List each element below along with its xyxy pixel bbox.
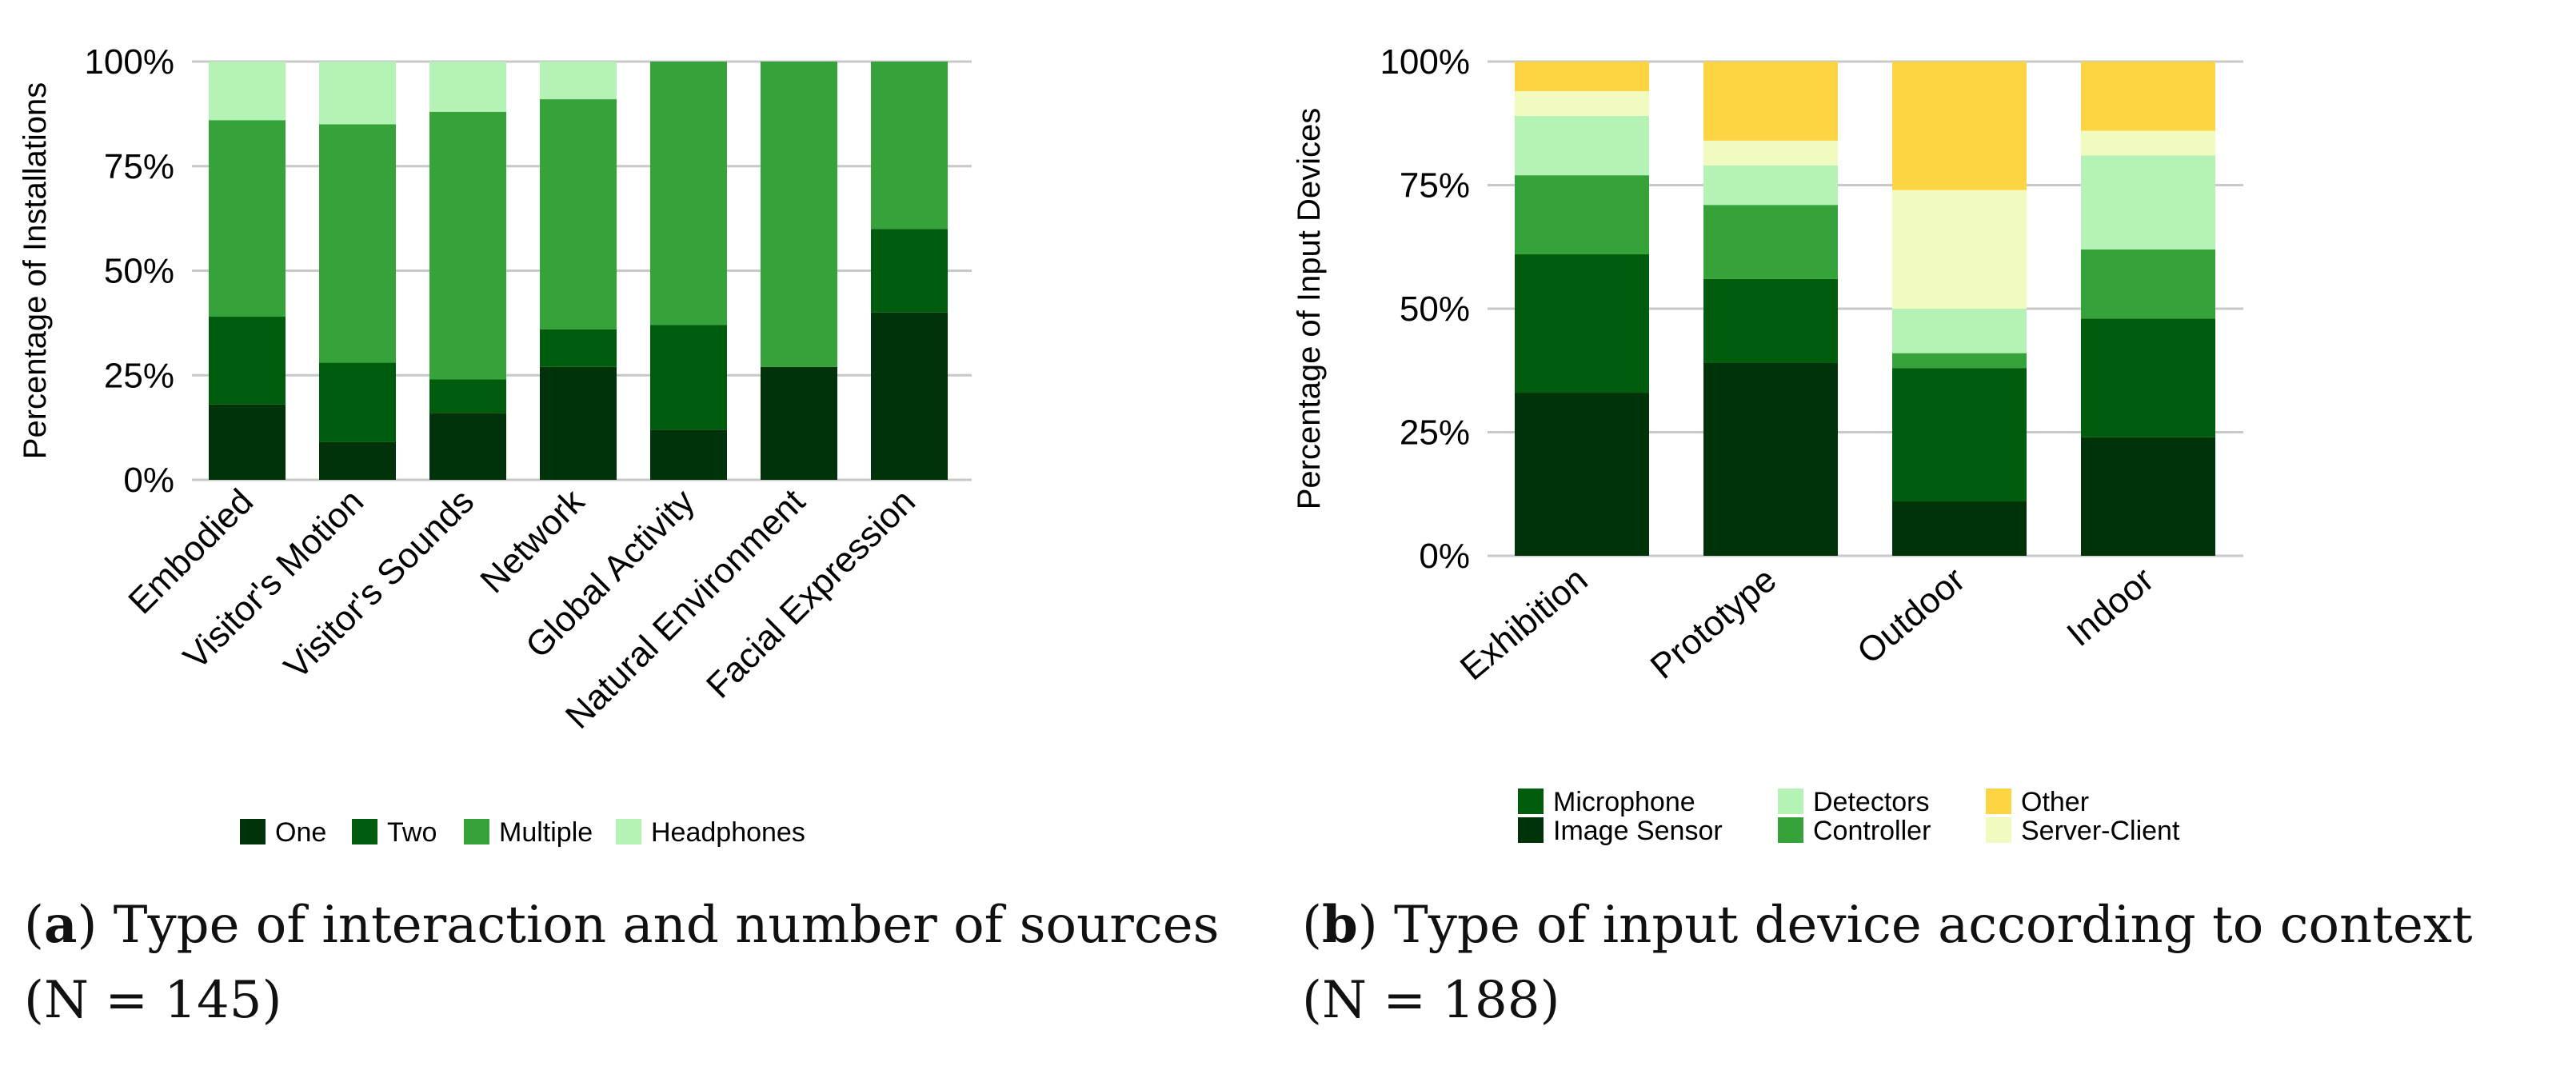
caption-b-text: Type of input device according to contex… [1394, 896, 2473, 955]
chart-a-bar-two-embodied [209, 317, 286, 405]
chart-b-bar-server-client-outdoor [1892, 190, 2027, 309]
caption-b-line2: (N = 188) [1302, 971, 1560, 1030]
chart-b-bar-image-sensor-outdoor [1892, 501, 2027, 556]
chart-a-y-tick-label: 50% [104, 252, 174, 291]
chart-b-x-tick-label: Prototype [1643, 560, 1784, 687]
chart-b-bar-server-client-indoor [2081, 130, 2215, 156]
chart-b-legend-swatch-detectors [1778, 789, 1803, 814]
chart-a-bar-one-facial-expression [871, 312, 948, 480]
chart-a-y-tick-label: 25% [104, 356, 174, 395]
chart-a-legend-label-one: One [275, 817, 326, 848]
chart-a-bar-multiple-embodied [209, 120, 286, 317]
chart-b-bar-detectors-indoor [2081, 155, 2215, 250]
chart-b-bar-image-sensor-indoor [2081, 437, 2215, 556]
chart-b-y-tick-label: 100% [1380, 42, 1470, 82]
chart-b-legend-swatch-image-sensor [1518, 817, 1544, 843]
chart-b-legend-swatch-other [1986, 789, 2011, 814]
chart-b-y-axis-label: Percentage of Input Devices [1292, 108, 1327, 510]
chart-b-y-tick-label: 75% [1400, 166, 1470, 206]
chart-b-y-tick-label: 25% [1400, 413, 1470, 453]
chart-b-legend-label-controller: Controller [1813, 816, 1931, 846]
chart-a-x-tick-label: Facial Expression [699, 481, 923, 705]
chart-a-bar-headphones-visitor-s-motion [319, 62, 396, 125]
chart-a-legend-swatch-one [240, 819, 266, 844]
chart-b-bar-other-indoor [2081, 62, 2215, 131]
caption-a: (a) Type of interaction and number of so… [24, 888, 1219, 1038]
chart-a-bar-two-visitor-s-motion [319, 362, 396, 442]
chart-a-y-tick-label: 75% [104, 147, 174, 186]
chart-b-bar-server-client-prototype [1703, 140, 1838, 166]
chart-a-bar-headphones-network [540, 62, 617, 100]
chart-a-bar-multiple-global-activity [650, 62, 727, 325]
chart-b-legend-label-image-sensor: Image Sensor [1553, 816, 1723, 846]
chart-b-legend-label-detectors: Detectors [1813, 787, 1930, 817]
chart-b-bar-detectors-exhibition [1515, 115, 1649, 176]
chart-a: 0% 25% 50% 75% 100% Percentage of Installatio… [18, 42, 972, 848]
chart-b-bar-microphone-indoor [2081, 318, 2215, 437]
chart-a-bar-multiple-visitor-s-sounds [429, 111, 506, 380]
chart-a-bar-headphones-visitor-s-sounds [429, 62, 506, 112]
chart-a-bar-headphones-embodied [209, 62, 286, 121]
chart-a-y-axis-label: Percentage of Installations [18, 82, 53, 459]
chart-b-x-tick-label: Outdoor [1850, 560, 1972, 672]
chart-a-bar-one-natural-environment [761, 366, 837, 480]
chart-a-bar-multiple-natural-environment [761, 62, 837, 367]
chart-a-bar-multiple-network [540, 99, 617, 329]
chart-b-bar-microphone-exhibition [1515, 254, 1649, 393]
caption-b-letter: b [1321, 895, 1358, 955]
chart-b-legend-swatch-microphone [1518, 789, 1544, 814]
chart-b-bar-other-outdoor [1892, 62, 2027, 190]
chart-a-y-tick-label: 100% [84, 42, 174, 82]
chart-a-legend-label-headphones: Headphones [651, 817, 805, 848]
caption-a-line1: (a) Type of interaction and number of so… [24, 895, 1220, 955]
chart-b-legend-label-microphone: Microphone [1553, 787, 1695, 817]
chart-a-legend-swatch-two [352, 819, 377, 844]
chart-b-bar-other-prototype [1703, 62, 1838, 141]
chart-a-bar-one-visitor-s-sounds [429, 413, 506, 480]
caption-b-line1: (b) Type of input device according to co… [1302, 895, 2473, 955]
chart-a-y-tick-label: 0% [123, 461, 174, 500]
chart-b-x-tick-label: Indoor [2059, 560, 2161, 654]
chart-b-legend-swatch-server-client [1986, 817, 2011, 843]
chart-a-bar-one-visitor-s-motion [319, 441, 396, 480]
chart-a-bar-one-network [540, 366, 617, 480]
chart-a-bar-one-global-activity [650, 429, 727, 480]
chart-a-x-tick-label: Visitor's Sounds [277, 481, 481, 686]
caption-a-letter: a [43, 895, 78, 955]
chart-b-x-tick-label: Exhibition [1453, 560, 1596, 688]
chart-b-bar-other-exhibition [1515, 62, 1649, 92]
chart-b-bar-controller-exhibition [1515, 175, 1649, 255]
chart-b-legend-label-server-client: Server-Client [2021, 816, 2180, 846]
chart-b-bar-microphone-outdoor [1892, 368, 2027, 502]
chart-b-bar-controller-outdoor [1892, 353, 2027, 369]
chart-a-bar-multiple-visitor-s-motion [319, 124, 396, 363]
chart-a-bar-two-global-activity [650, 325, 727, 430]
chart-a-legend-label-two: Two [387, 817, 437, 848]
chart-a-bar-one-embodied [209, 404, 286, 480]
chart-b-bar-image-sensor-exhibition [1515, 393, 1649, 556]
chart-a-bar-two-visitor-s-sounds [429, 379, 506, 413]
chart-a-bar-multiple-facial-expression [871, 62, 948, 230]
chart-a-legend-swatch-multiple [464, 819, 489, 844]
chart-b-bar-controller-prototype [1703, 205, 1838, 279]
chart-a-legend-label-multiple: Multiple [499, 817, 593, 848]
chart-b-bar-server-client-exhibition [1515, 91, 1649, 116]
caption-a-line2: (N = 145) [24, 971, 282, 1030]
chart-b-bar-image-sensor-prototype [1703, 362, 1838, 556]
caption-a-text: Type of interaction and number of source… [113, 896, 1220, 955]
chart-b-legend-label-other: Other [2021, 787, 2089, 817]
chart-b-bar-microphone-prototype [1703, 278, 1838, 363]
chart-a-bar-two-network [540, 329, 617, 367]
chart-a-legend-swatch-headphones [616, 819, 641, 844]
chart-a-bar-two-facial-expression [871, 229, 948, 313]
chart-b-bar-detectors-outdoor [1892, 309, 2027, 353]
caption-b: (b) Type of input device according to co… [1302, 888, 2473, 1038]
chart-b-y-tick-label: 0% [1419, 537, 1470, 576]
chart-b-legend-swatch-controller [1778, 817, 1803, 843]
chart-b-bar-detectors-prototype [1703, 165, 1838, 206]
chart-b-bar-controller-indoor [2081, 249, 2215, 319]
chart-b: 0% 25% 50% 75% 100% Percentage of Input Devic… [1292, 42, 2243, 846]
chart-b-y-tick-label: 50% [1400, 289, 1470, 329]
